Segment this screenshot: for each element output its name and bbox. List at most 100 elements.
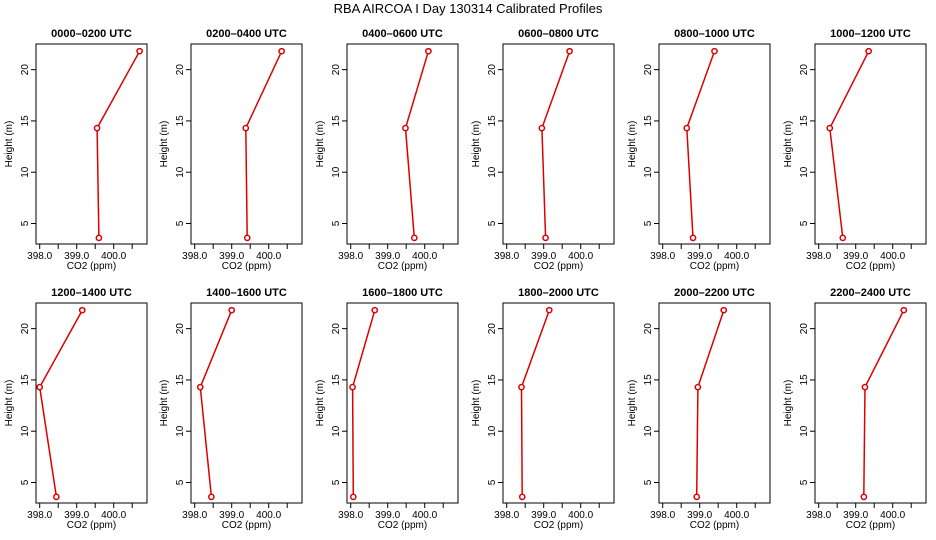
data-point — [518, 383, 525, 391]
data-point — [349, 383, 356, 391]
x-tick-label: 400.0 — [568, 251, 593, 262]
x-axis-label: CO2 (ppm) — [378, 261, 427, 272]
y-axis-label: Height (m) — [627, 121, 638, 168]
x-axis-label: CO2 (ppm) — [378, 520, 427, 531]
y-tick-label: 5 — [331, 479, 342, 485]
panel-6: 1000–1200 UTC 398.0 399.0 400.0 5 10 15 20 CO2 (… — [783, 28, 927, 272]
x-tick-label: 399.0 — [843, 510, 868, 521]
y-tick-label: 20 — [331, 64, 342, 76]
y-axis-label: Height (m) — [315, 380, 326, 427]
y-axis-label: Height (m) — [471, 121, 482, 168]
y-tick-label: 5 — [643, 220, 654, 226]
data-point — [826, 124, 834, 132]
profile-line — [541, 50, 571, 238]
y-tick-label: 15 — [487, 115, 498, 127]
panel-title: 0800–1000 UTC — [674, 28, 755, 40]
x-tick-label: 400.0 — [101, 251, 126, 262]
plot-frame — [190, 302, 303, 504]
y-tick-label: 15 — [20, 374, 31, 386]
data-point — [243, 234, 251, 242]
x-tick-label: 399.0 — [687, 510, 712, 521]
data-point — [720, 306, 728, 314]
plot-frame — [502, 302, 615, 504]
y-axis-label: Height (m) — [4, 380, 15, 427]
data-point — [410, 234, 418, 242]
y-tick-label: 15 — [643, 374, 654, 386]
x-axis-label: CO2 (ppm) — [67, 261, 116, 272]
data-point — [689, 234, 697, 242]
x-tick-label: 400.0 — [880, 251, 905, 262]
y-axis-label: Height (m) — [159, 121, 170, 168]
x-tick-label: 400.0 — [412, 251, 437, 262]
panel-title: 1000–1200 UTC — [830, 28, 911, 40]
panel-title: 2000–2200 UTC — [674, 287, 755, 299]
data-point — [402, 124, 409, 132]
figure-title: RBA AIRCOA I Day 130314 Calibrated Profi… — [333, 1, 603, 16]
y-axis-label: Height (m) — [315, 121, 326, 168]
profile-line — [404, 50, 430, 238]
y-tick-label: 5 — [20, 220, 31, 226]
plot-frame — [190, 43, 303, 245]
x-axis-label: CO2 (ppm) — [690, 520, 739, 531]
plot-frame — [35, 43, 148, 245]
profile-line — [245, 50, 283, 238]
x-tick-label: 399.0 — [375, 510, 400, 521]
data-point — [425, 47, 432, 55]
data-point — [196, 383, 204, 391]
x-tick-label: 398.0 — [806, 510, 831, 521]
data-point — [93, 124, 101, 132]
panel-10: 1800–2000 UTC 398.0 399.0 400.0 5 10 15 20 CO2 (… — [471, 287, 615, 531]
data-point — [371, 306, 379, 314]
data-point — [711, 47, 718, 55]
x-tick-label: 399.0 — [531, 251, 556, 262]
panel-4: 0600–0800 UTC 398.0 399.0 400.0 5 10 15 20 CO2 (… — [471, 28, 615, 272]
y-tick-label: 5 — [799, 479, 810, 485]
plot-frame — [502, 43, 615, 245]
profile-line — [351, 309, 376, 497]
y-tick-label: 10 — [799, 166, 810, 178]
x-tick-label: 398.0 — [27, 510, 52, 521]
y-tick-label: 20 — [487, 64, 498, 76]
panel-title: 0400–0600 UTC — [362, 28, 443, 40]
x-tick-label: 399.0 — [64, 510, 89, 521]
y-tick-label: 10 — [175, 425, 186, 437]
y-tick-label: 15 — [799, 374, 810, 386]
y-tick-label: 5 — [175, 479, 186, 485]
x-tick-label: 400.0 — [256, 510, 281, 521]
x-axis-label: CO2 (ppm) — [690, 261, 739, 272]
x-tick-label: 398.0 — [494, 251, 519, 262]
x-tick-label: 399.0 — [219, 251, 244, 262]
plot-frame — [658, 43, 771, 245]
y-tick-label: 15 — [175, 115, 186, 127]
y-tick-label: 20 — [487, 323, 498, 335]
x-axis-label: CO2 (ppm) — [534, 520, 583, 531]
x-tick-label: 399.0 — [64, 251, 89, 262]
y-tick-label: 15 — [487, 374, 498, 386]
x-tick-label: 399.0 — [687, 251, 712, 262]
y-tick-label: 10 — [799, 425, 810, 437]
panel-title: 1600–1800 UTC — [362, 287, 443, 299]
panel-title: 0200–0400 UTC — [206, 28, 287, 40]
data-point — [860, 493, 868, 501]
data-point — [95, 234, 103, 242]
x-tick-label: 398.0 — [182, 251, 207, 262]
y-tick-label: 10 — [175, 166, 186, 178]
panel-7: 1200–1400 UTC 398.0 399.0 400.0 5 10 15 20 CO2 (… — [4, 287, 148, 531]
data-point — [538, 124, 546, 132]
y-axis-label: Height (m) — [783, 121, 794, 168]
y-tick-label: 15 — [331, 374, 342, 386]
panel-title: 2200–2400 UTC — [830, 287, 911, 299]
plot-frame — [35, 302, 148, 504]
y-tick-label: 10 — [20, 166, 31, 178]
panel-9: 1600–1800 UTC 398.0 399.0 400.0 5 10 15 20 CO2 (… — [315, 287, 459, 531]
y-axis-label: Height (m) — [159, 380, 170, 427]
x-axis-label: CO2 (ppm) — [67, 520, 116, 531]
y-tick-label: 20 — [799, 64, 810, 76]
data-point — [136, 47, 143, 55]
y-tick-label: 15 — [799, 115, 810, 127]
profile-line — [520, 309, 551, 497]
y-tick-label: 15 — [175, 374, 186, 386]
x-axis-label: CO2 (ppm) — [222, 520, 271, 531]
y-tick-label: 15 — [20, 115, 31, 127]
data-point — [242, 124, 250, 132]
